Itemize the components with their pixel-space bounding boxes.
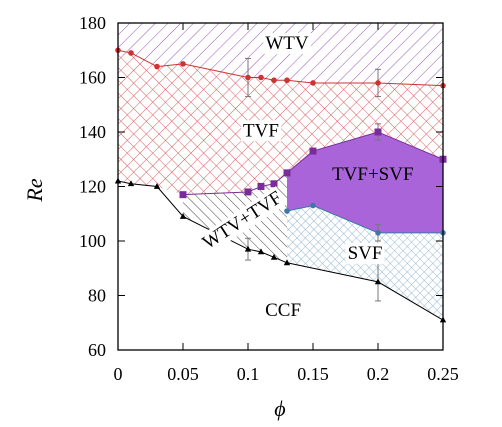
region-label-bg	[345, 242, 385, 264]
x-tick-label: 0	[114, 364, 123, 384]
region-label-tvf: TVF	[243, 120, 279, 141]
data-point	[283, 169, 291, 177]
y-tick-label: 160	[79, 68, 106, 88]
data-point	[375, 230, 381, 236]
region-label-svf: SVF	[348, 243, 383, 264]
data-point	[244, 245, 252, 252]
data-point	[270, 180, 278, 188]
data-point	[270, 253, 278, 260]
region-label-bg	[263, 33, 311, 55]
data-point	[128, 50, 134, 56]
x-tick-label: 0.05	[167, 364, 199, 384]
data-point	[271, 77, 277, 84]
boundary-line-blue	[286, 205, 443, 234]
boundary-line-black	[118, 180, 443, 321]
data-point	[310, 80, 316, 86]
y-tick-label: 180	[79, 13, 106, 33]
x-tick-label: 0.25	[427, 364, 459, 384]
data-point	[284, 77, 290, 84]
region-label-tvf-svf: TVF+SVF	[332, 164, 413, 185]
data-point	[374, 128, 382, 136]
data-point	[180, 61, 186, 67]
data-point	[374, 278, 382, 285]
data-point	[283, 259, 291, 266]
y-axis-title: Re	[22, 178, 47, 202]
x-tick-label: 0.2	[367, 364, 390, 384]
region-wtv	[118, 23, 443, 86]
phase-boundaries	[118, 49, 443, 321]
region-label-ccf: CCF	[265, 300, 301, 321]
x-tick-label: 0.1	[237, 364, 260, 384]
y-tick-label: 80	[88, 286, 106, 306]
data-point	[284, 208, 290, 214]
data-point	[257, 248, 265, 255]
data-point	[257, 183, 265, 190]
data-point	[245, 74, 251, 81]
axis-ticks	[117, 22, 444, 351]
data-point	[258, 74, 264, 81]
data-point	[179, 212, 187, 219]
data-point	[154, 63, 160, 70]
region-label-bg	[197, 186, 288, 255]
region-label-bg	[241, 120, 281, 142]
data-point	[309, 147, 317, 155]
y-tick-label: 140	[79, 122, 106, 142]
region-tvf-svf	[287, 132, 443, 233]
data-point	[310, 202, 316, 209]
y-tick-label: 100	[79, 231, 106, 251]
x-axis-title: ϕ	[274, 396, 285, 421]
data-point	[179, 191, 187, 199]
data-point	[244, 188, 252, 196]
data-point	[127, 180, 135, 187]
x-tick-label: 0.15	[297, 364, 329, 384]
data-point	[153, 183, 161, 189]
y-tick-label: 60	[88, 340, 106, 360]
region-label-wtv: WTV	[265, 33, 309, 54]
data-point	[375, 80, 381, 86]
y-tick-label: 120	[79, 177, 106, 197]
axis-tick-labels: 0 0.05 0.1 0.15 0.2 0.25 60 80 100 120 140 160 180	[79, 13, 459, 384]
